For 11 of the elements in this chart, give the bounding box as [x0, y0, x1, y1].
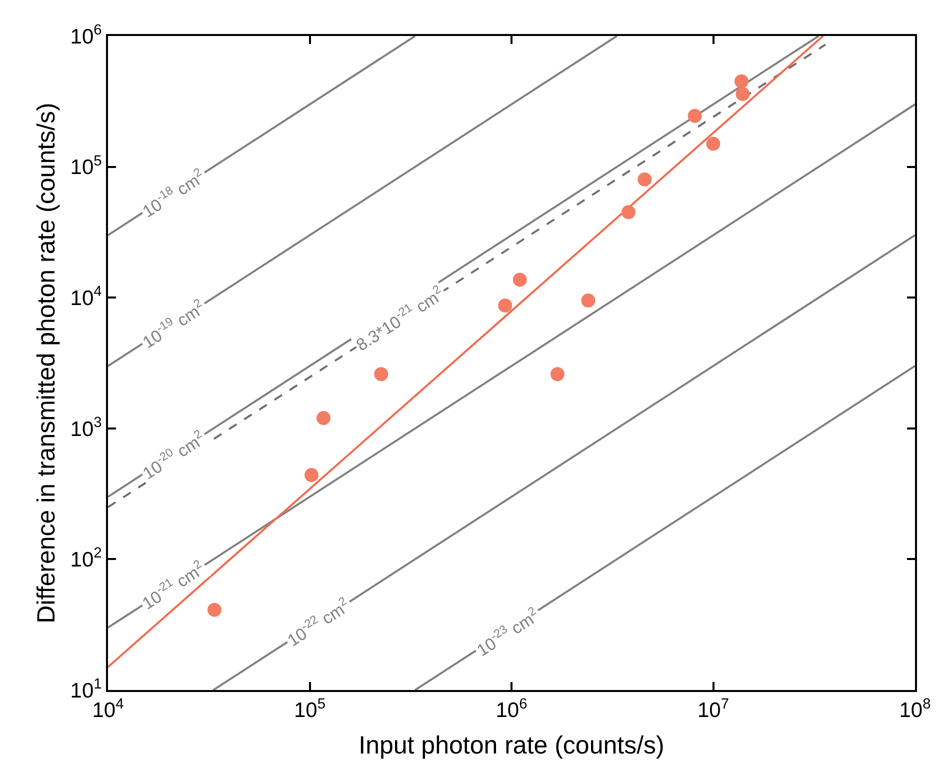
y-tick-label: 10$^{5}$ [70, 153, 102, 180]
y-tick-label: 10$^{2}$ [70, 546, 102, 572]
x-tick-label: 10$^{5}$ [294, 696, 326, 722]
y-tick-label: 10$^{6}$ [70, 22, 102, 48]
x-tick-label: 10$^{7}$ [697, 696, 730, 722]
y-axis-title: Difference in transmitted photon rate (counts/s) [32, 102, 61, 624]
x-tick-label: 10$^{6}$ [496, 696, 528, 722]
x-tick-label: 10$^{8}$ [899, 696, 931, 722]
y-tick-label: 10$^{4}$ [70, 284, 102, 310]
y-tick-label: 10$^{3}$ [70, 414, 102, 441]
x-axis-title: Input photon rate (counts/s) [358, 732, 664, 760]
